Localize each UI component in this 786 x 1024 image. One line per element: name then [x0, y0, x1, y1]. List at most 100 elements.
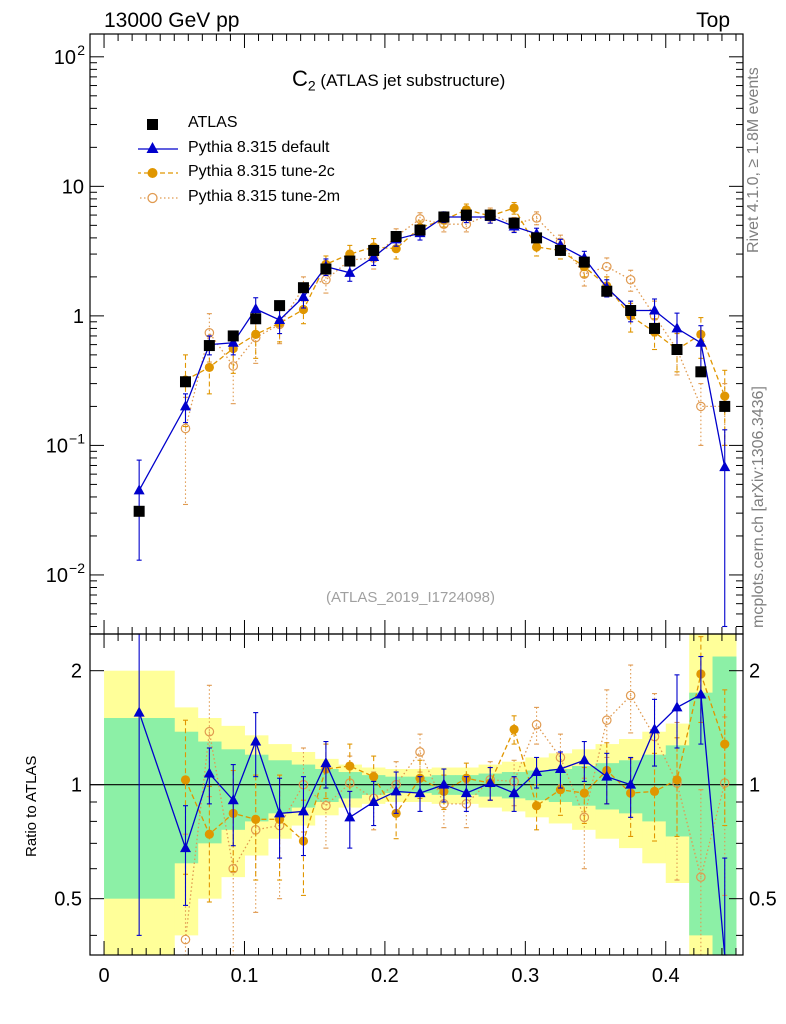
default-point — [625, 778, 637, 789]
default-point — [368, 250, 380, 261]
tune-2m-point — [531, 213, 542, 223]
x-tick-label: 0.1 — [231, 965, 259, 987]
default-point — [554, 763, 566, 774]
atlas-point — [250, 313, 262, 325]
atlas-point — [460, 209, 472, 221]
tune-2m-point — [625, 274, 636, 285]
atlas-point — [695, 366, 707, 378]
tune-2m-point — [321, 800, 331, 811]
tune-2c-point — [672, 775, 682, 785]
analysis-id: (ATLAS_2019_I1724098) — [326, 589, 496, 606]
atlas-point — [625, 305, 637, 317]
tune-2m-point — [204, 726, 215, 737]
tune-2m-point — [228, 361, 239, 371]
tune-2m-point — [415, 747, 425, 757]
tune-2m-point — [531, 719, 542, 730]
atlas-point — [554, 244, 566, 256]
atlas-point — [368, 244, 380, 256]
y-tick-label: 10 — [46, 565, 68, 587]
default-point — [695, 688, 707, 699]
default-point — [344, 266, 356, 277]
atlas-point — [297, 282, 309, 294]
atlas-point — [320, 263, 332, 275]
x-tick-label: 0.2 — [371, 965, 399, 987]
default-point — [460, 787, 472, 798]
default-point — [531, 766, 543, 777]
default-point — [578, 754, 590, 765]
default-point — [250, 735, 262, 746]
tune-2c-point — [509, 203, 519, 213]
tune-2m-point — [625, 690, 636, 701]
default-point — [671, 322, 683, 333]
tune-2c-point — [251, 814, 261, 824]
atlas-point — [508, 217, 520, 229]
atlas-point — [719, 400, 731, 412]
ratio-y-tick-label: 2 — [71, 661, 82, 683]
tune-2m-line — [184, 213, 725, 429]
atlas-point — [390, 230, 402, 242]
tune-2m-point — [696, 872, 706, 882]
default-point — [274, 807, 286, 818]
header-energy: 13000 GeV pp — [104, 9, 240, 32]
tune-2m-point — [180, 423, 191, 434]
atlas-point — [344, 255, 356, 267]
tune-2c-point — [204, 362, 214, 373]
atlas-point — [438, 211, 450, 223]
atlas-point — [179, 376, 191, 388]
default-point — [133, 484, 145, 495]
ratio-y-tick-label-right: 1 — [749, 775, 760, 797]
default-point — [274, 313, 286, 324]
tune-2m-point — [321, 274, 331, 285]
tune-2c-point — [531, 242, 542, 252]
y-tick-label: 10 — [46, 435, 68, 457]
tune-2c-point — [649, 786, 660, 796]
default-point — [320, 757, 332, 768]
atlas-point — [671, 344, 683, 356]
default-point — [179, 400, 191, 411]
tune-2c-line — [185, 207, 726, 397]
tune-2c-point — [531, 801, 542, 811]
tune-2c-point — [720, 739, 730, 749]
band-inner-bin — [525, 770, 550, 801]
atlas-point — [649, 322, 661, 334]
default-point — [390, 785, 402, 796]
tune-2c-point — [345, 761, 355, 771]
tune-2m-point — [228, 863, 239, 874]
x-tick-label: 0.3 — [511, 965, 539, 987]
chart-title: C2 (ATLAS jet substructure) — [292, 66, 505, 93]
default-point — [227, 336, 239, 347]
band-inner-bin — [595, 763, 620, 810]
x-tick-label: 0 — [98, 965, 109, 987]
ratio-y-tick-label: 1 — [71, 775, 82, 797]
default-point — [203, 767, 215, 778]
tune-2c-point — [180, 775, 191, 785]
atlas-point — [203, 340, 215, 352]
y-tick-label: 1 — [73, 306, 84, 328]
band-inner-bin — [174, 731, 199, 864]
y-tick-exponent: −1 — [69, 430, 85, 446]
tune-2m-point — [601, 715, 612, 726]
tune-2m-point — [601, 261, 612, 272]
y-tick-label: 10 — [62, 176, 84, 198]
default-point — [649, 723, 661, 734]
tune-2c-point — [720, 391, 730, 401]
tune-2c-point — [579, 788, 589, 798]
atlas-point — [484, 209, 496, 221]
band-inner-bin — [665, 745, 690, 837]
y-tick-exponent: −2 — [69, 560, 85, 576]
tune-2c-point — [509, 724, 519, 734]
default-point — [297, 805, 309, 816]
band-inner-bin — [244, 754, 269, 822]
default-point — [179, 842, 191, 853]
legend-label: ATLAS — [188, 114, 238, 131]
tune-2c-point — [369, 772, 379, 782]
default-point — [368, 796, 380, 807]
legend-label: Pythia 8.315 default — [188, 138, 330, 156]
rivet-version-label: Rivet 4.1.0, ≥ 1.8M events — [745, 67, 762, 253]
mcplots-reference-label: mcplots.cern.ch [arXiv:1306.3436] — [750, 386, 767, 628]
header-process: Top — [696, 9, 730, 32]
default-point — [649, 304, 661, 315]
default-point — [297, 290, 309, 301]
title-subscript: 2 — [307, 77, 316, 94]
